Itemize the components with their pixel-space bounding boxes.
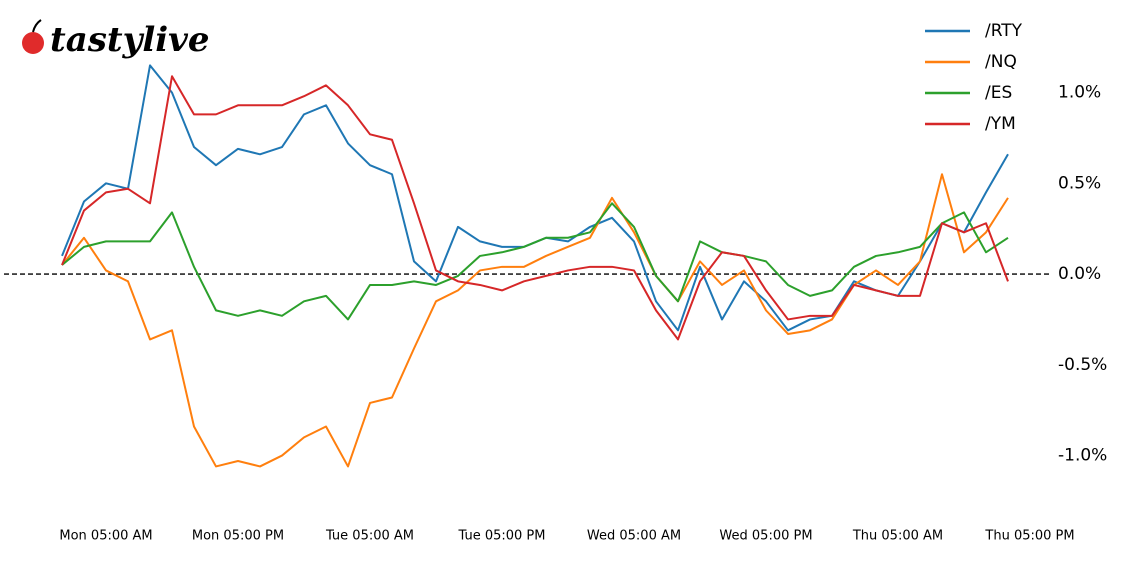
x-tick-label: Wed 05:00 AM xyxy=(587,529,681,544)
legend-label: /RTY xyxy=(985,21,1023,41)
y-tick-label: 1.0% xyxy=(1058,83,1101,103)
y-tick-label: -0.5% xyxy=(1058,355,1107,375)
x-tick-label: Mon 05:00 PM xyxy=(192,529,284,544)
series-line xyxy=(61,202,1009,321)
x-tick-label: Tue 05:00 AM xyxy=(325,529,414,544)
series-line xyxy=(61,75,1009,341)
x-tick-label: Mon 05:00 AM xyxy=(59,529,152,544)
x-tick-label: Tue 05:00 PM xyxy=(458,529,546,544)
brand-icon xyxy=(22,32,44,54)
brand-logo: tastylive xyxy=(50,20,210,60)
y-tick-label: 0.5% xyxy=(1058,173,1101,193)
legend-label: /NQ xyxy=(985,52,1017,72)
x-tick-label: Thu 05:00 AM xyxy=(852,529,943,544)
brand-icon-stem xyxy=(32,19,42,33)
y-tick-label: 0.0% xyxy=(1058,264,1101,284)
legend-label: /YM xyxy=(985,114,1016,134)
series-line xyxy=(61,64,1009,332)
legend-label: /ES xyxy=(985,83,1012,103)
x-tick-label: Wed 05:00 PM xyxy=(719,529,812,544)
series-line xyxy=(61,173,1009,468)
x-tick-label: Thu 05:00 PM xyxy=(984,529,1074,544)
y-tick-label: -1.0% xyxy=(1058,446,1107,466)
